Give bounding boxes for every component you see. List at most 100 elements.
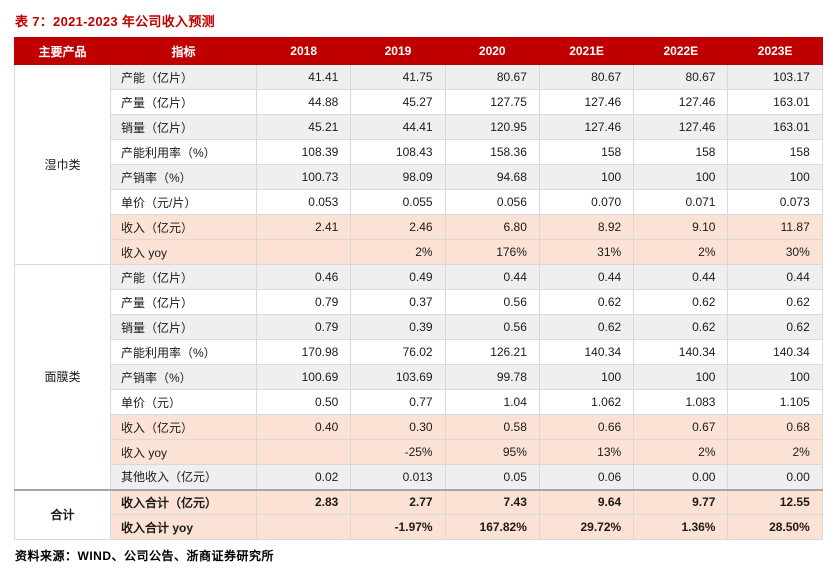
value-cell: 44.41 <box>350 114 446 140</box>
metric-cell: 收入（亿元） <box>110 414 257 440</box>
table-row: 产量（亿片） 0.79 0.37 0.56 0.62 0.62 0.62 <box>15 289 823 315</box>
value-cell: 100 <box>633 164 729 190</box>
value-cell: 0.79 <box>255 314 352 340</box>
table-row: 收入（亿元） 0.40 0.30 0.58 0.66 0.67 0.68 <box>15 414 823 440</box>
value-cell: 0.50 <box>255 389 352 415</box>
column-header-0: 主要产品 <box>14 37 111 65</box>
value-cell: 0.66 <box>538 414 635 440</box>
table-title: 表 7：2021-2023 年公司收入预测 <box>15 14 215 29</box>
metric-cell: 单价（元/片） <box>110 189 257 215</box>
value-cell: 9.10 <box>633 214 729 240</box>
metric-cell: 收入合计 yoy <box>110 514 257 540</box>
value-cell: 163.01 <box>727 89 823 115</box>
column-header-7: 2023E <box>727 37 823 65</box>
value-cell: 0.77 <box>350 389 446 415</box>
column-header-2: 2018 <box>255 37 352 65</box>
value-cell <box>255 439 352 465</box>
value-cell: 2% <box>633 239 729 265</box>
value-cell: 94.68 <box>444 164 540 190</box>
value-cell: 1.04 <box>444 389 540 415</box>
value-cell: 140.34 <box>538 339 635 365</box>
table-row: 收入 yoy 2% 176% 31% 2% 30% <box>15 239 823 265</box>
source-note: 资料来源：WIND、公司公告、浙商证券研究所 <box>15 549 274 563</box>
revenue-forecast-table: 主要产品 指标 2018 2019 2020 2021E 2022E 2023E 湿巾类 产能（… <box>14 37 823 540</box>
column-header-6: 2022E <box>633 37 729 65</box>
table-head: 主要产品 指标 2018 2019 2020 2021E 2022E 2023E <box>14 37 823 65</box>
metric-cell: 收入（亿元） <box>110 214 257 240</box>
table-row: 湿巾类 产能（亿片） 41.41 41.75 80.67 80.67 80.67 103.17 <box>14 64 823 265</box>
value-cell: 1.36% <box>633 514 729 540</box>
value-cell: 0.44 <box>727 264 823 290</box>
value-cell: 0.62 <box>538 314 635 340</box>
value-cell: 2% <box>633 439 729 465</box>
value-cell: 176% <box>444 239 540 265</box>
value-cell: 0.56 <box>444 314 540 340</box>
value-cell: 0.62 <box>727 314 823 340</box>
value-cell: 1.062 <box>538 389 635 415</box>
value-cell: 31% <box>538 239 635 265</box>
value-cell: 2.83 <box>255 488 352 515</box>
value-cell: 0.053 <box>255 189 352 215</box>
table-row: 收入合计 yoy -1.97% 167.82% 29.72% 1.36% 28.50% <box>15 514 823 540</box>
value-cell: 41.75 <box>350 64 446 90</box>
value-cell <box>255 239 352 265</box>
value-cell: 108.43 <box>350 139 446 165</box>
value-cell: 163.01 <box>727 114 823 140</box>
value-cell: 0.79 <box>255 289 352 315</box>
value-cell: 100 <box>633 364 729 390</box>
value-cell: 0.62 <box>633 289 729 315</box>
metric-cell: 收入合计（亿元） <box>110 488 257 515</box>
column-header-5: 2021E <box>538 37 635 65</box>
value-cell: 140.34 <box>633 339 729 365</box>
value-cell: 1.105 <box>727 389 823 415</box>
value-cell: 158.36 <box>444 139 540 165</box>
value-cell: 0.44 <box>633 264 729 290</box>
value-cell: 0.00 <box>633 464 729 490</box>
value-cell: 0.68 <box>727 414 823 440</box>
value-cell: 127.46 <box>633 114 729 140</box>
value-cell: 158 <box>633 139 729 165</box>
value-cell: 0.62 <box>727 289 823 315</box>
table-row: 产销率（%） 100.73 98.09 94.68 100 100 100 <box>15 164 823 190</box>
table-row: 合计 收入合计（亿元） 2.83 2.77 7.43 9.64 9.77 12.55 <box>14 488 823 540</box>
value-cell: 2% <box>350 239 446 265</box>
metric-cell: 产能（亿片） <box>110 64 257 90</box>
metric-cell: 产能（亿片） <box>110 264 257 290</box>
value-cell: 2.46 <box>350 214 446 240</box>
value-cell: 0.05 <box>444 464 540 490</box>
table-body: 湿巾类 产能（亿片） 41.41 41.75 80.67 80.67 80.67 103.17… <box>14 64 823 540</box>
value-cell: 41.41 <box>255 64 352 90</box>
product-cell: 合计 <box>14 488 111 540</box>
value-cell: 0.39 <box>350 314 446 340</box>
table-row: 单价（元/片） 0.053 0.055 0.056 0.070 0.071 0.073 <box>15 189 823 215</box>
table-row: 单价（元） 0.50 0.77 1.04 1.062 1.083 1.105 <box>15 389 823 415</box>
value-cell: 0.37 <box>350 289 446 315</box>
value-cell: 1.083 <box>633 389 729 415</box>
value-cell: 100 <box>727 164 823 190</box>
metric-cell: 销量（亿片） <box>110 114 257 140</box>
value-cell: 103.17 <box>727 64 823 90</box>
value-cell: 80.67 <box>444 64 540 90</box>
value-cell: 13% <box>538 439 635 465</box>
value-cell: 0.44 <box>538 264 635 290</box>
value-cell: 80.67 <box>633 64 729 90</box>
metric-cell: 产量（亿片） <box>110 289 257 315</box>
metric-cell: 单价（元） <box>110 389 257 415</box>
value-cell: 45.21 <box>255 114 352 140</box>
value-cell: 0.40 <box>255 414 352 440</box>
value-cell: 98.09 <box>350 164 446 190</box>
value-cell: 167.82% <box>444 514 540 540</box>
table-row: 销量（亿片） 45.21 44.41 120.95 127.46 127.46 163.01 <box>15 114 823 140</box>
value-cell: 0.055 <box>350 189 446 215</box>
value-cell: 0.62 <box>538 289 635 315</box>
column-header-4: 2020 <box>444 37 540 65</box>
value-cell: 100 <box>538 364 635 390</box>
value-cell: 12.55 <box>727 488 823 515</box>
value-cell: 127.46 <box>538 89 635 115</box>
metric-cell: 产能利用率（%） <box>110 339 257 365</box>
value-cell: -1.97% <box>350 514 446 540</box>
value-cell: 0.013 <box>350 464 446 490</box>
table-row: 收入 yoy -25% 95% 13% 2% 2% <box>15 439 823 465</box>
value-cell: 2.41 <box>255 214 352 240</box>
table-row: 产量（亿片） 44.88 45.27 127.75 127.46 127.46 163.01 <box>15 89 823 115</box>
